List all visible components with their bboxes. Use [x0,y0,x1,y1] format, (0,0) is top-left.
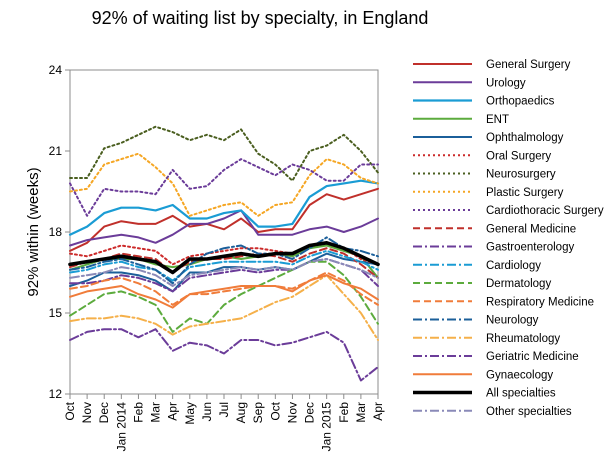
series-line-plastic-surgery [69,152,379,217]
y-axis-label: 92% within (weeks) [25,167,42,296]
series-line-other-specialties [69,258,379,287]
legend-label-respiratory-medicine: Respiratory Medicine [486,296,594,308]
legend-label-gastroenterology: Gastroenterology [486,242,574,254]
legend-label-other-specialties: Other specialties [486,406,572,418]
plot-border [69,69,379,395]
x-tick-label: Dec [97,402,111,423]
x-tick-label: Apr [371,402,385,421]
series-line-urology [69,209,379,247]
legend-label-urology: Urology [486,77,526,89]
y-tick-label: 21 [49,144,63,158]
series-line-orthopaedics [68,179,380,236]
series-line-geriatric-medicine [69,328,379,382]
y-axis: 12 15 18 21 24 [49,63,70,401]
series-line-ophthalmology [69,252,379,293]
x-tick-label: Sep [251,402,265,424]
legend-label-geriatric-medicine: Geriatric Medicine [486,351,579,363]
y-tick-label: 24 [49,63,63,77]
series-line-rheumatology [69,274,379,341]
legend-label-cardiothoracic-surgery: Cardiothoracic Surgery [486,205,604,217]
x-tick-label: May [183,402,197,425]
legend-label-rheumatology: Rheumatology [486,333,560,345]
x-tick-label: Mar [149,402,163,423]
x-tick-label: Dec [303,402,317,423]
legend-label-general-medicine: General Medicine [486,223,576,235]
y-tick-label: 12 [49,387,63,401]
x-tick-label: Apr [166,402,180,421]
legend-label-dermatology: Dermatology [486,278,551,290]
x-tick-label: Oct [268,401,282,420]
legend-label-ophthalmology: Ophthalmology [486,132,564,144]
series-line-dermatology [69,260,379,333]
series-line-neurosurgery [69,125,379,182]
legend-label-plastic-surgery: Plastic Surgery [486,187,564,199]
series-line-respiratory-medicine [69,271,379,306]
series-lines [68,125,380,382]
series-line-neurology [69,236,379,285]
legend-label-orthopaedics: Orthopaedics [486,96,555,108]
plot-area [69,69,379,395]
legend-label-neurosurgery: Neurosurgery [486,169,556,181]
x-tick-label: Mar [354,402,368,423]
x-tick-label: Jul [217,402,231,417]
x-tick-label: Feb [131,402,145,423]
x-tick-label: Jan 2014 [114,402,128,452]
series-line-cardiothoracic-surgery [69,158,379,217]
series-line-gynaecology [69,274,379,309]
x-tick-label: Jan 2015 [320,402,334,452]
series-line-all-specialties [68,241,380,275]
x-tick-label: Aug [234,402,248,423]
x-tick-label: Jun [200,402,214,421]
y-tick-label: 15 [49,306,63,320]
legend-label-all-specialties: All specialties [486,388,556,400]
x-tick-label: Oct [63,401,77,420]
x-axis: Oct Nov Dec Jan 2014 Feb Mar Apr May Jun Jul Aug Se… [63,394,385,451]
legend-label-cardiology: Cardiology [486,260,541,272]
series-line-general-medicine [69,247,379,279]
legend-label-gynaecology: Gynaecology [486,369,553,381]
series-line-cardiology [69,249,379,282]
x-tick-label: Nov [285,402,299,423]
legend-label-neurology: Neurology [486,315,539,327]
x-tick-label: Feb [337,402,351,423]
y-tick-label: 18 [49,225,63,239]
x-tick-label: Nov [80,402,94,423]
series-line-general-surgery [69,187,379,252]
legend-label-general-surgery: General Surgery [486,59,571,71]
legend-label-ent: ENT [486,114,509,126]
legend-label-oral-surgery: Oral Surgery [486,150,551,162]
chart-title: 92% of waiting list by specialty, in Eng… [92,8,429,28]
legend: General Surgery Urology Orthopaedics ENT Oph… [413,59,604,418]
